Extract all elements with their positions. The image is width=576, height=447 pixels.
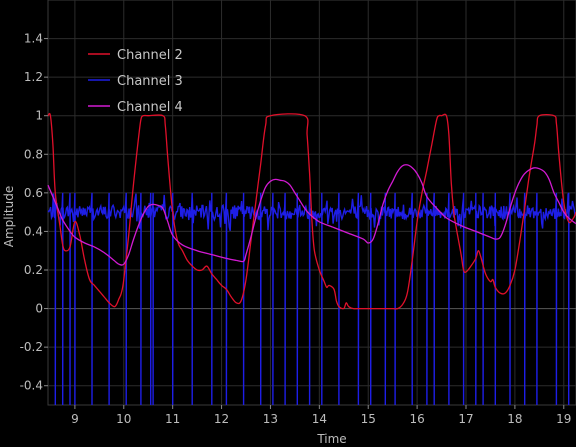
y-axis-title: Amplitude xyxy=(2,186,16,248)
y-tick-label: 0.6 xyxy=(24,186,43,200)
y-tick-label: 1.4 xyxy=(24,32,43,46)
legend-label-channel-4: Channel 4 xyxy=(117,100,183,115)
legend-label-channel-2: Channel 2 xyxy=(117,48,183,63)
y-tick-label: 0.2 xyxy=(24,263,43,277)
y-tick-label: 0.8 xyxy=(24,147,43,161)
x-tick-label: 11 xyxy=(165,412,180,426)
x-tick-label: 13 xyxy=(263,412,278,426)
x-tick-label: 12 xyxy=(214,412,229,426)
y-tick-label: 0 xyxy=(35,302,43,316)
y-tick-label: -0.4 xyxy=(20,379,43,393)
x-tick-label: 15 xyxy=(361,412,376,426)
x-tick-label: 19 xyxy=(556,412,571,426)
x-tick-label: 16 xyxy=(409,412,424,426)
x-tick-label: 9 xyxy=(71,412,79,426)
x-tick-label: 14 xyxy=(312,412,327,426)
legend-label-channel-3: Channel 3 xyxy=(117,74,183,89)
y-tick-label: 1.2 xyxy=(24,70,43,84)
x-tick-label: 17 xyxy=(458,412,473,426)
x-tick-label: 10 xyxy=(116,412,131,426)
x-axis-title: Time xyxy=(316,432,346,446)
y-tick-label: -0.2 xyxy=(20,340,43,354)
x-tick-label: 18 xyxy=(507,412,522,426)
y-tick-label: 1 xyxy=(35,109,43,123)
y-tick-label: 0.4 xyxy=(24,224,43,238)
